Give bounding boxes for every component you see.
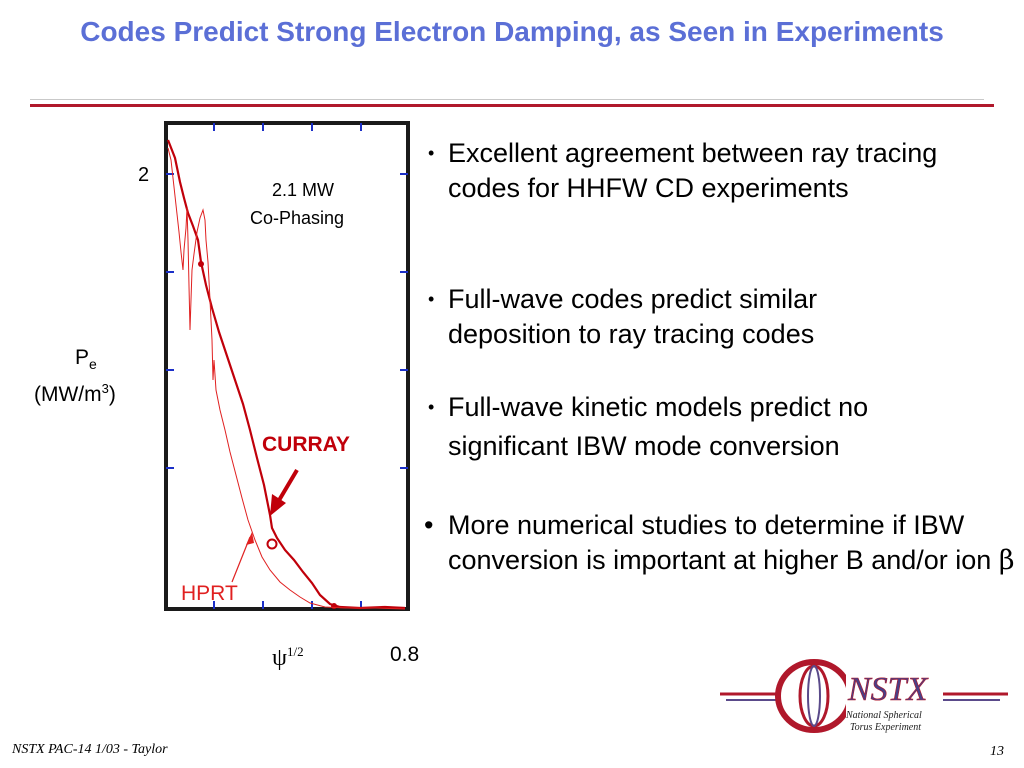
y-tick-2: 2 bbox=[138, 164, 150, 186]
slide-title: Codes Predict Strong Electron Damping, a… bbox=[80, 16, 944, 47]
hprt-arrowhead bbox=[246, 532, 254, 545]
nstx-line1: National Spherical bbox=[845, 710, 922, 721]
curray-arrowhead bbox=[270, 494, 286, 516]
nstx-torus-icon bbox=[775, 659, 853, 733]
annotation-power: 2.1 MW bbox=[272, 180, 335, 200]
y-axis-label-units: (MW/m3) bbox=[34, 381, 116, 406]
x-tick-end: 0.8 bbox=[390, 643, 420, 666]
nstx-wordmark: NSTX bbox=[847, 671, 929, 708]
bullet-3: • Full-wave kinetic models predict no si… bbox=[428, 392, 869, 461]
bullet-dot-icon: • bbox=[424, 510, 434, 540]
plot-frame bbox=[164, 121, 410, 611]
bullet-dot-icon: • bbox=[428, 397, 435, 417]
curray-label: CURRAY bbox=[262, 433, 350, 456]
y-axis-label-symbol: Pe bbox=[75, 346, 97, 373]
bullet-4: • More numerical studies to determine if… bbox=[424, 510, 1015, 576]
annotation-phasing: Co-Phasing bbox=[250, 208, 345, 228]
x-axis-label: ψ1/2 bbox=[272, 644, 304, 671]
bullet-1: • Excellent agreement between ray tracin… bbox=[428, 138, 938, 203]
bullet-dot-icon: • bbox=[428, 143, 435, 163]
title-underline-thin bbox=[30, 99, 984, 100]
nstx-line2: Torus Experiment bbox=[850, 722, 921, 733]
hprt-curve bbox=[167, 147, 406, 610]
page-number: 13 bbox=[990, 744, 1004, 759]
bullet-2: • Full-wave codes predict similar deposi… bbox=[428, 284, 818, 349]
curray-marker bbox=[198, 261, 204, 267]
curray-marker-2 bbox=[266, 538, 278, 550]
title-underline bbox=[30, 104, 994, 107]
bullet-dot-icon: • bbox=[428, 289, 435, 309]
nstx-logo: NSTX National Spherical Torus Experiment bbox=[720, 659, 1008, 734]
footer-left: NSTX PAC-14 1/03 - Taylor bbox=[12, 742, 168, 757]
curray-curve bbox=[166, 139, 406, 610]
hprt-label: HPRT bbox=[181, 582, 238, 605]
curray-marker-3 bbox=[331, 603, 337, 609]
curray-arrow bbox=[276, 468, 299, 504]
